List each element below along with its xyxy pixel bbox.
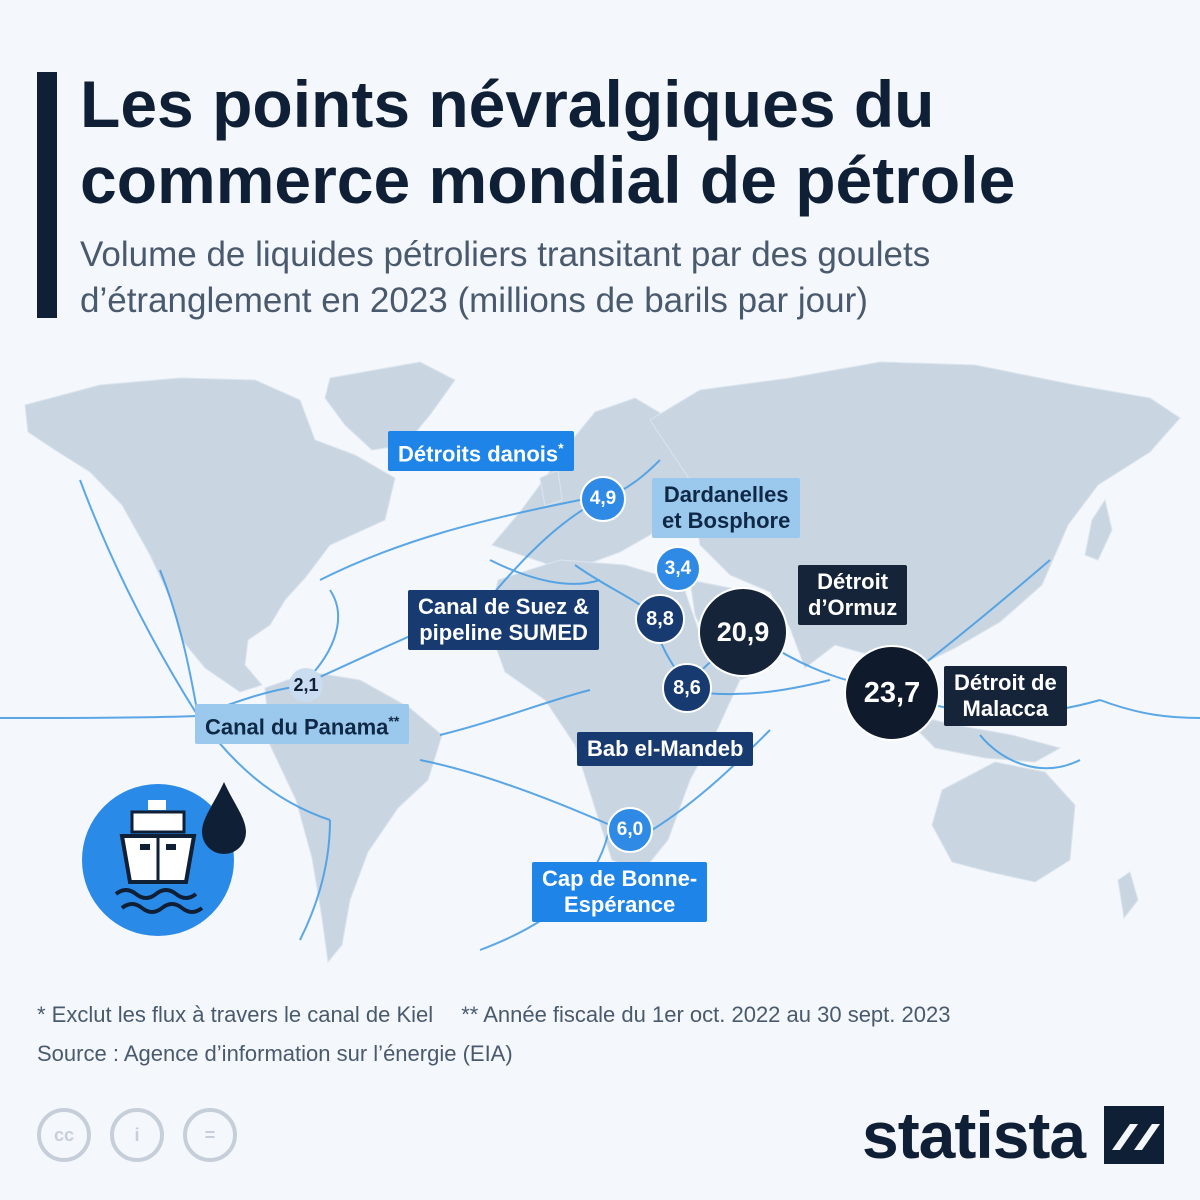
malacca-label: Détroit de Malacca xyxy=(944,666,1067,726)
hormuz-value: 20,9 xyxy=(698,587,788,677)
title-line-1: Les points névralgiques du xyxy=(80,67,935,141)
danish-straits-label: Détroits danois* xyxy=(388,431,574,472)
bosphorus-label-line1: Dardanelles xyxy=(663,482,789,507)
suez-label-line2: pipeline SUMED xyxy=(419,620,588,645)
panama-value: 2,1 xyxy=(289,668,323,702)
australia-shape xyxy=(931,761,1076,883)
subtitle-line-2: d’étranglement en 2023 (millions de bari… xyxy=(80,281,868,320)
danish-straits-value: 4,9 xyxy=(580,476,626,522)
uk-shape xyxy=(539,469,563,507)
cape-label-line1: Cap de Bonne- xyxy=(542,866,698,891)
statista-logo-mark-icon xyxy=(1104,1106,1164,1164)
bab-label-text: Bab el-Mandeb xyxy=(587,736,744,761)
hormuz-label-line1: Détroit xyxy=(817,569,889,594)
attribution-icon[interactable]: i xyxy=(110,1108,164,1162)
cc-license-icon[interactable]: cc xyxy=(37,1108,91,1162)
malacca-label-line2: Malacca xyxy=(962,696,1049,721)
cape-label-line2: Espérance xyxy=(563,892,676,917)
ship-oil-icon xyxy=(82,782,246,936)
indonesia-shape xyxy=(898,711,1062,763)
footnote-fiscal-year: ** Année fiscale du 1er oct. 2022 au 30 … xyxy=(461,1002,951,1027)
suez-value: 8,8 xyxy=(635,594,685,644)
suez-label-line1: Canal de Suez & xyxy=(418,594,590,619)
subtitle-line-1: Volume de liquides pétroliers transitant… xyxy=(80,235,931,274)
bab-el-mandeb-label: Bab el-Mandeb xyxy=(577,732,754,766)
bab-el-mandeb-value: 8,6 xyxy=(662,663,712,713)
hormuz-label: Détroit d’Ormuz xyxy=(798,565,908,625)
malacca-label-line1: Détroit de xyxy=(954,670,1057,695)
new-zealand-shape xyxy=(1117,871,1139,920)
suez-label: Canal de Suez & pipeline SUMED xyxy=(408,590,600,650)
footnotes-line: * Exclut les flux à travers le canal de … xyxy=(37,1002,950,1028)
bosphorus-label: Dardanelles et Bosphore xyxy=(652,478,801,538)
page-subtitle: Volume de liquides pétroliers transitant… xyxy=(80,232,1140,324)
japan-shape xyxy=(1084,498,1113,561)
hormuz-label-line2: d’Ormuz xyxy=(808,595,898,620)
panama-footnote-mark: ** xyxy=(388,713,400,729)
cape-value: 6,0 xyxy=(607,807,653,853)
danish-footnote-mark: * xyxy=(558,440,564,456)
no-derivatives-icon[interactable]: = xyxy=(183,1108,237,1162)
north-america-shape xyxy=(24,377,396,693)
statista-logo[interactable]: statista xyxy=(862,1098,1086,1172)
bosphorus-label-line2: et Bosphore xyxy=(662,508,791,533)
page-title: Les points névralgiques du commerce mond… xyxy=(80,66,1180,218)
asia-shape xyxy=(649,361,1181,671)
title-line-2: commerce mondial de pétrole xyxy=(80,143,1016,217)
panama-label: Canal du Panama** xyxy=(195,704,410,745)
south-america-shape xyxy=(264,671,443,964)
panama-label-text: Canal du Panama xyxy=(205,714,389,740)
bosphorus-value: 3,4 xyxy=(655,546,701,592)
footnote-kiel: * Exclut les flux à travers le canal de … xyxy=(37,1002,434,1027)
danish-label-text: Détroits danois xyxy=(398,441,559,467)
source-line: Source : Agence d’information sur l’éner… xyxy=(37,1041,513,1066)
malacca-value: 23,7 xyxy=(844,645,940,741)
cape-label: Cap de Bonne- Espérance xyxy=(532,862,708,922)
title-accent-bar xyxy=(37,72,57,318)
